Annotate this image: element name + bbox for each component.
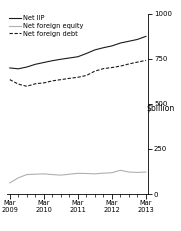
Net foreign equity [128,171,130,173]
Net IIP [102,46,104,49]
Net foreign debt [94,70,96,73]
Net IIP [111,45,113,47]
Line: Net IIP: Net IIP [10,36,146,69]
Net foreign debt [68,77,70,80]
Net foreign equity [94,173,96,175]
Net IIP [85,52,87,55]
Y-axis label: $billion: $billion [146,104,175,113]
Net foreign debt [145,59,147,62]
Net foreign equity [111,171,113,174]
Net IIP [68,57,70,59]
Net foreign equity [60,174,62,176]
Net IIP [34,63,36,66]
Net foreign debt [17,83,19,85]
Net foreign equity [85,172,87,175]
Net foreign debt [111,66,113,69]
Net foreign equity [26,173,28,176]
Net foreign equity [145,171,147,173]
Legend: Net IIP, Net foreign equity, Net foreign debt: Net IIP, Net foreign equity, Net foreign… [9,15,83,36]
Net foreign debt [119,65,121,67]
Net foreign debt [43,82,45,84]
Net IIP [145,35,147,38]
Net IIP [94,49,96,51]
Net foreign debt [85,74,87,77]
Net foreign equity [119,169,121,172]
Net foreign equity [51,173,53,176]
Net IIP [9,67,11,69]
Net foreign debt [60,78,62,81]
Net IIP [119,42,121,44]
Net IIP [77,55,79,58]
Net IIP [26,66,28,68]
Net IIP [60,58,62,61]
Net foreign equity [34,173,36,176]
Net foreign equity [68,173,70,176]
Net foreign equity [17,176,19,179]
Net foreign debt [77,76,79,79]
Net foreign debt [51,79,53,82]
Net foreign debt [102,67,104,70]
Net foreign debt [136,61,138,64]
Net foreign equity [9,182,11,184]
Net IIP [128,40,130,43]
Net foreign debt [26,85,28,88]
Net foreign debt [9,78,11,81]
Net foreign equity [43,173,45,175]
Net IIP [51,59,53,62]
Net foreign equity [102,172,104,175]
Net foreign debt [128,63,130,65]
Net IIP [17,67,19,70]
Net foreign debt [34,82,36,85]
Net IIP [43,61,45,64]
Net foreign equity [136,171,138,174]
Net foreign equity [77,172,79,175]
Line: Net foreign debt: Net foreign debt [10,60,146,86]
Net IIP [136,38,138,41]
Line: Net foreign equity: Net foreign equity [10,170,146,183]
